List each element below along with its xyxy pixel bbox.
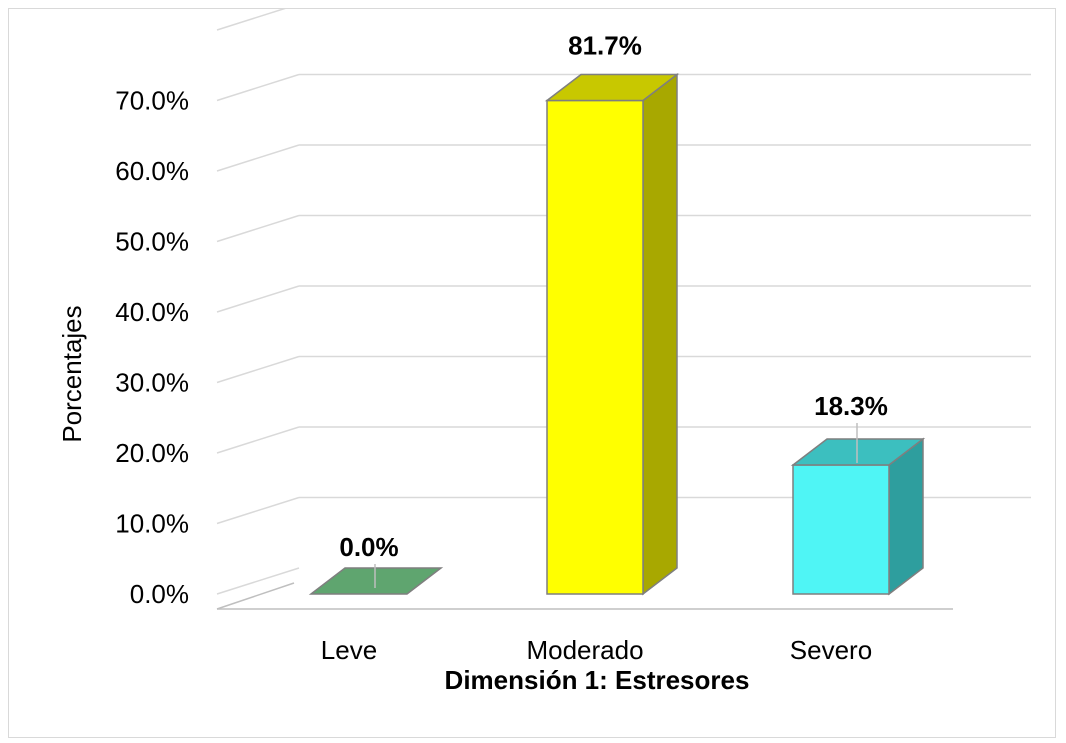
bar-top bbox=[308, 567, 444, 595]
bar-side bbox=[888, 437, 924, 596]
y-tick-label: 40.0% bbox=[115, 297, 189, 327]
y-tick-label: 70.0% bbox=[115, 86, 189, 116]
y-tick-label: 30.0% bbox=[115, 368, 189, 398]
x-axis-title: Dimensión 1: Estresores bbox=[445, 665, 750, 695]
bar-leve: 0.0% bbox=[308, 532, 444, 595]
y-tick-label: 20.0% bbox=[115, 438, 189, 468]
chart-frame: 0.0% 10.0% 20.0% 30.0% 40.0% 50.0% 60.0% 70.0% … bbox=[8, 8, 1056, 738]
bar-chart: 0.0%10.0%20.0%30.0%40.0%50.0%60.0%70.0% … bbox=[57, 9, 1031, 695]
gridline-diagonal bbox=[216, 567, 300, 595]
bars: 0.0% 81.7% 18.3% bbox=[308, 31, 926, 596]
bar-front bbox=[792, 464, 890, 595]
floor-side-line bbox=[216, 582, 295, 610]
gridline-diagonal bbox=[216, 144, 300, 172]
y-tick-label: 0.0% bbox=[130, 579, 189, 609]
x-axis-categories: Leve Moderado Severo bbox=[321, 635, 872, 665]
bar-top bbox=[790, 438, 926, 466]
x-tick-label: Severo bbox=[790, 635, 872, 665]
bar-side bbox=[642, 72, 678, 596]
gridline-diagonal bbox=[216, 426, 300, 454]
bar-top bbox=[544, 73, 680, 102]
data-label: 0.0% bbox=[339, 532, 398, 562]
x-tick-label: Moderado bbox=[526, 635, 643, 665]
bar-severo: 18.3% bbox=[790, 391, 926, 596]
x-tick-label: Leve bbox=[321, 635, 377, 665]
y-axis-title: Porcentajes bbox=[57, 305, 87, 442]
y-axis-ticks: 0.0% 10.0% 20.0% 30.0% 40.0% 50.0% 60.0% 70.0% bbox=[115, 86, 189, 610]
data-label: 81.7% bbox=[568, 31, 642, 61]
bar-front bbox=[546, 99, 644, 595]
gridline-diagonal bbox=[216, 355, 300, 384]
gridline-diagonal bbox=[216, 285, 300, 313]
gridline-diagonal bbox=[216, 214, 300, 243]
gridline-diagonal bbox=[216, 9, 286, 31]
gridline-diagonal bbox=[216, 496, 300, 525]
y-tick-label: 10.0% bbox=[115, 509, 189, 539]
gridline-diagonal bbox=[216, 73, 300, 102]
data-label: 18.3% bbox=[814, 391, 888, 421]
bar-moderado: 81.7% bbox=[544, 31, 680, 596]
y-tick-label: 50.0% bbox=[115, 227, 189, 257]
y-tick-label: 60.0% bbox=[115, 156, 189, 186]
